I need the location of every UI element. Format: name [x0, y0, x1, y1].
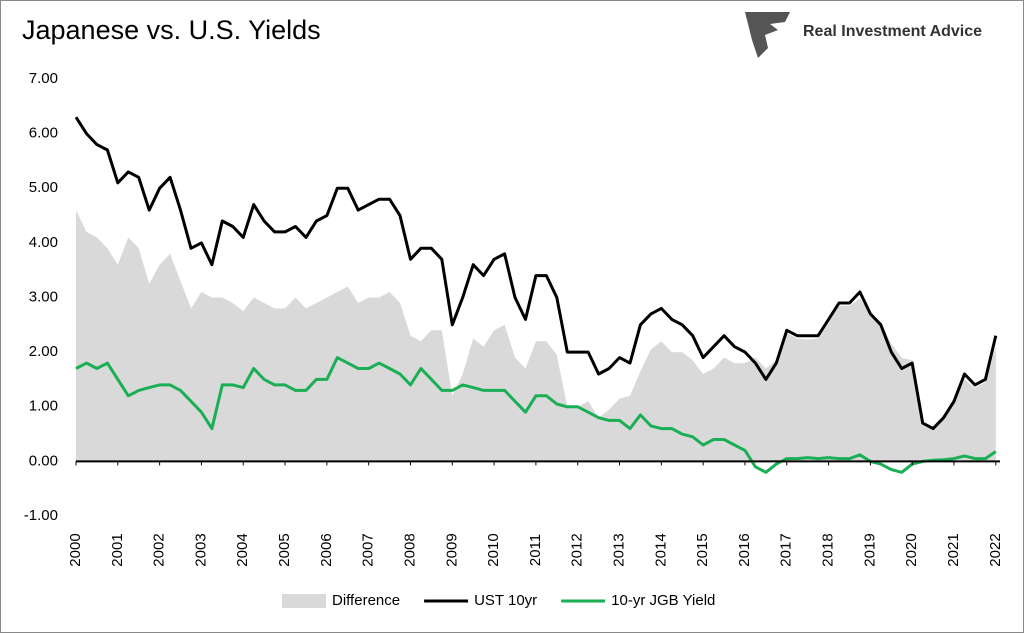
- x-tick-label: 2000: [67, 533, 84, 566]
- x-tick-label: 2021: [945, 533, 962, 566]
- y-tick-label: 3.00: [29, 288, 58, 305]
- y-tick-label: -1.00: [24, 507, 58, 524]
- x-tick-label: 2012: [569, 533, 586, 566]
- x-tick-label: 2013: [610, 533, 627, 566]
- y-tick-label: 1.00: [29, 398, 58, 415]
- logo: Real Investment Advice: [745, 12, 982, 58]
- x-tick-label: 2003: [192, 533, 209, 566]
- x-tick-label: 2017: [778, 533, 795, 566]
- x-tick-label: 2018: [820, 533, 837, 566]
- x-tick-label: 2005: [276, 533, 293, 566]
- x-tick-label: 2002: [151, 533, 168, 566]
- x-tick-label: 2001: [109, 533, 126, 566]
- x-tick-label: 2015: [694, 533, 711, 566]
- x-tick-label: 2016: [736, 533, 753, 566]
- x-tick-label: 2014: [652, 533, 669, 566]
- legend-label: UST 10yr: [474, 592, 537, 609]
- x-tick-label: 2019: [861, 533, 878, 566]
- x-tick-label: 2009: [443, 533, 460, 566]
- x-tick-label: 2006: [318, 533, 335, 566]
- difference-area: [76, 210, 996, 462]
- legend-label: 10-yr JGB Yield: [611, 592, 715, 609]
- x-tick-label: 2020: [903, 533, 920, 566]
- x-tick-label: 2010: [485, 533, 502, 566]
- chart-title: Japanese vs. U.S. Yields: [22, 15, 321, 45]
- x-tick-label: 2022: [987, 533, 1004, 566]
- brand: Real Investment Advice: [803, 23, 982, 40]
- y-tick-label: 7.00: [29, 70, 58, 87]
- y-tick-label: 6.00: [29, 125, 58, 142]
- y-tick-label: 4.00: [29, 234, 58, 251]
- y-tick-label: 0.00: [29, 452, 58, 469]
- x-tick-label: 2008: [401, 533, 418, 566]
- legend-label: Difference: [332, 592, 400, 609]
- series-line: [75, 356, 997, 474]
- series-line: [74, 116, 998, 431]
- legend-swatch: [282, 594, 326, 608]
- x-tick-label: 2007: [360, 533, 377, 566]
- y-tick-label: 2.00: [29, 343, 58, 360]
- y-tick-label: 5.00: [29, 179, 58, 196]
- x-tick-label: 2004: [234, 533, 251, 566]
- x-tick-label: 2011: [527, 534, 544, 566]
